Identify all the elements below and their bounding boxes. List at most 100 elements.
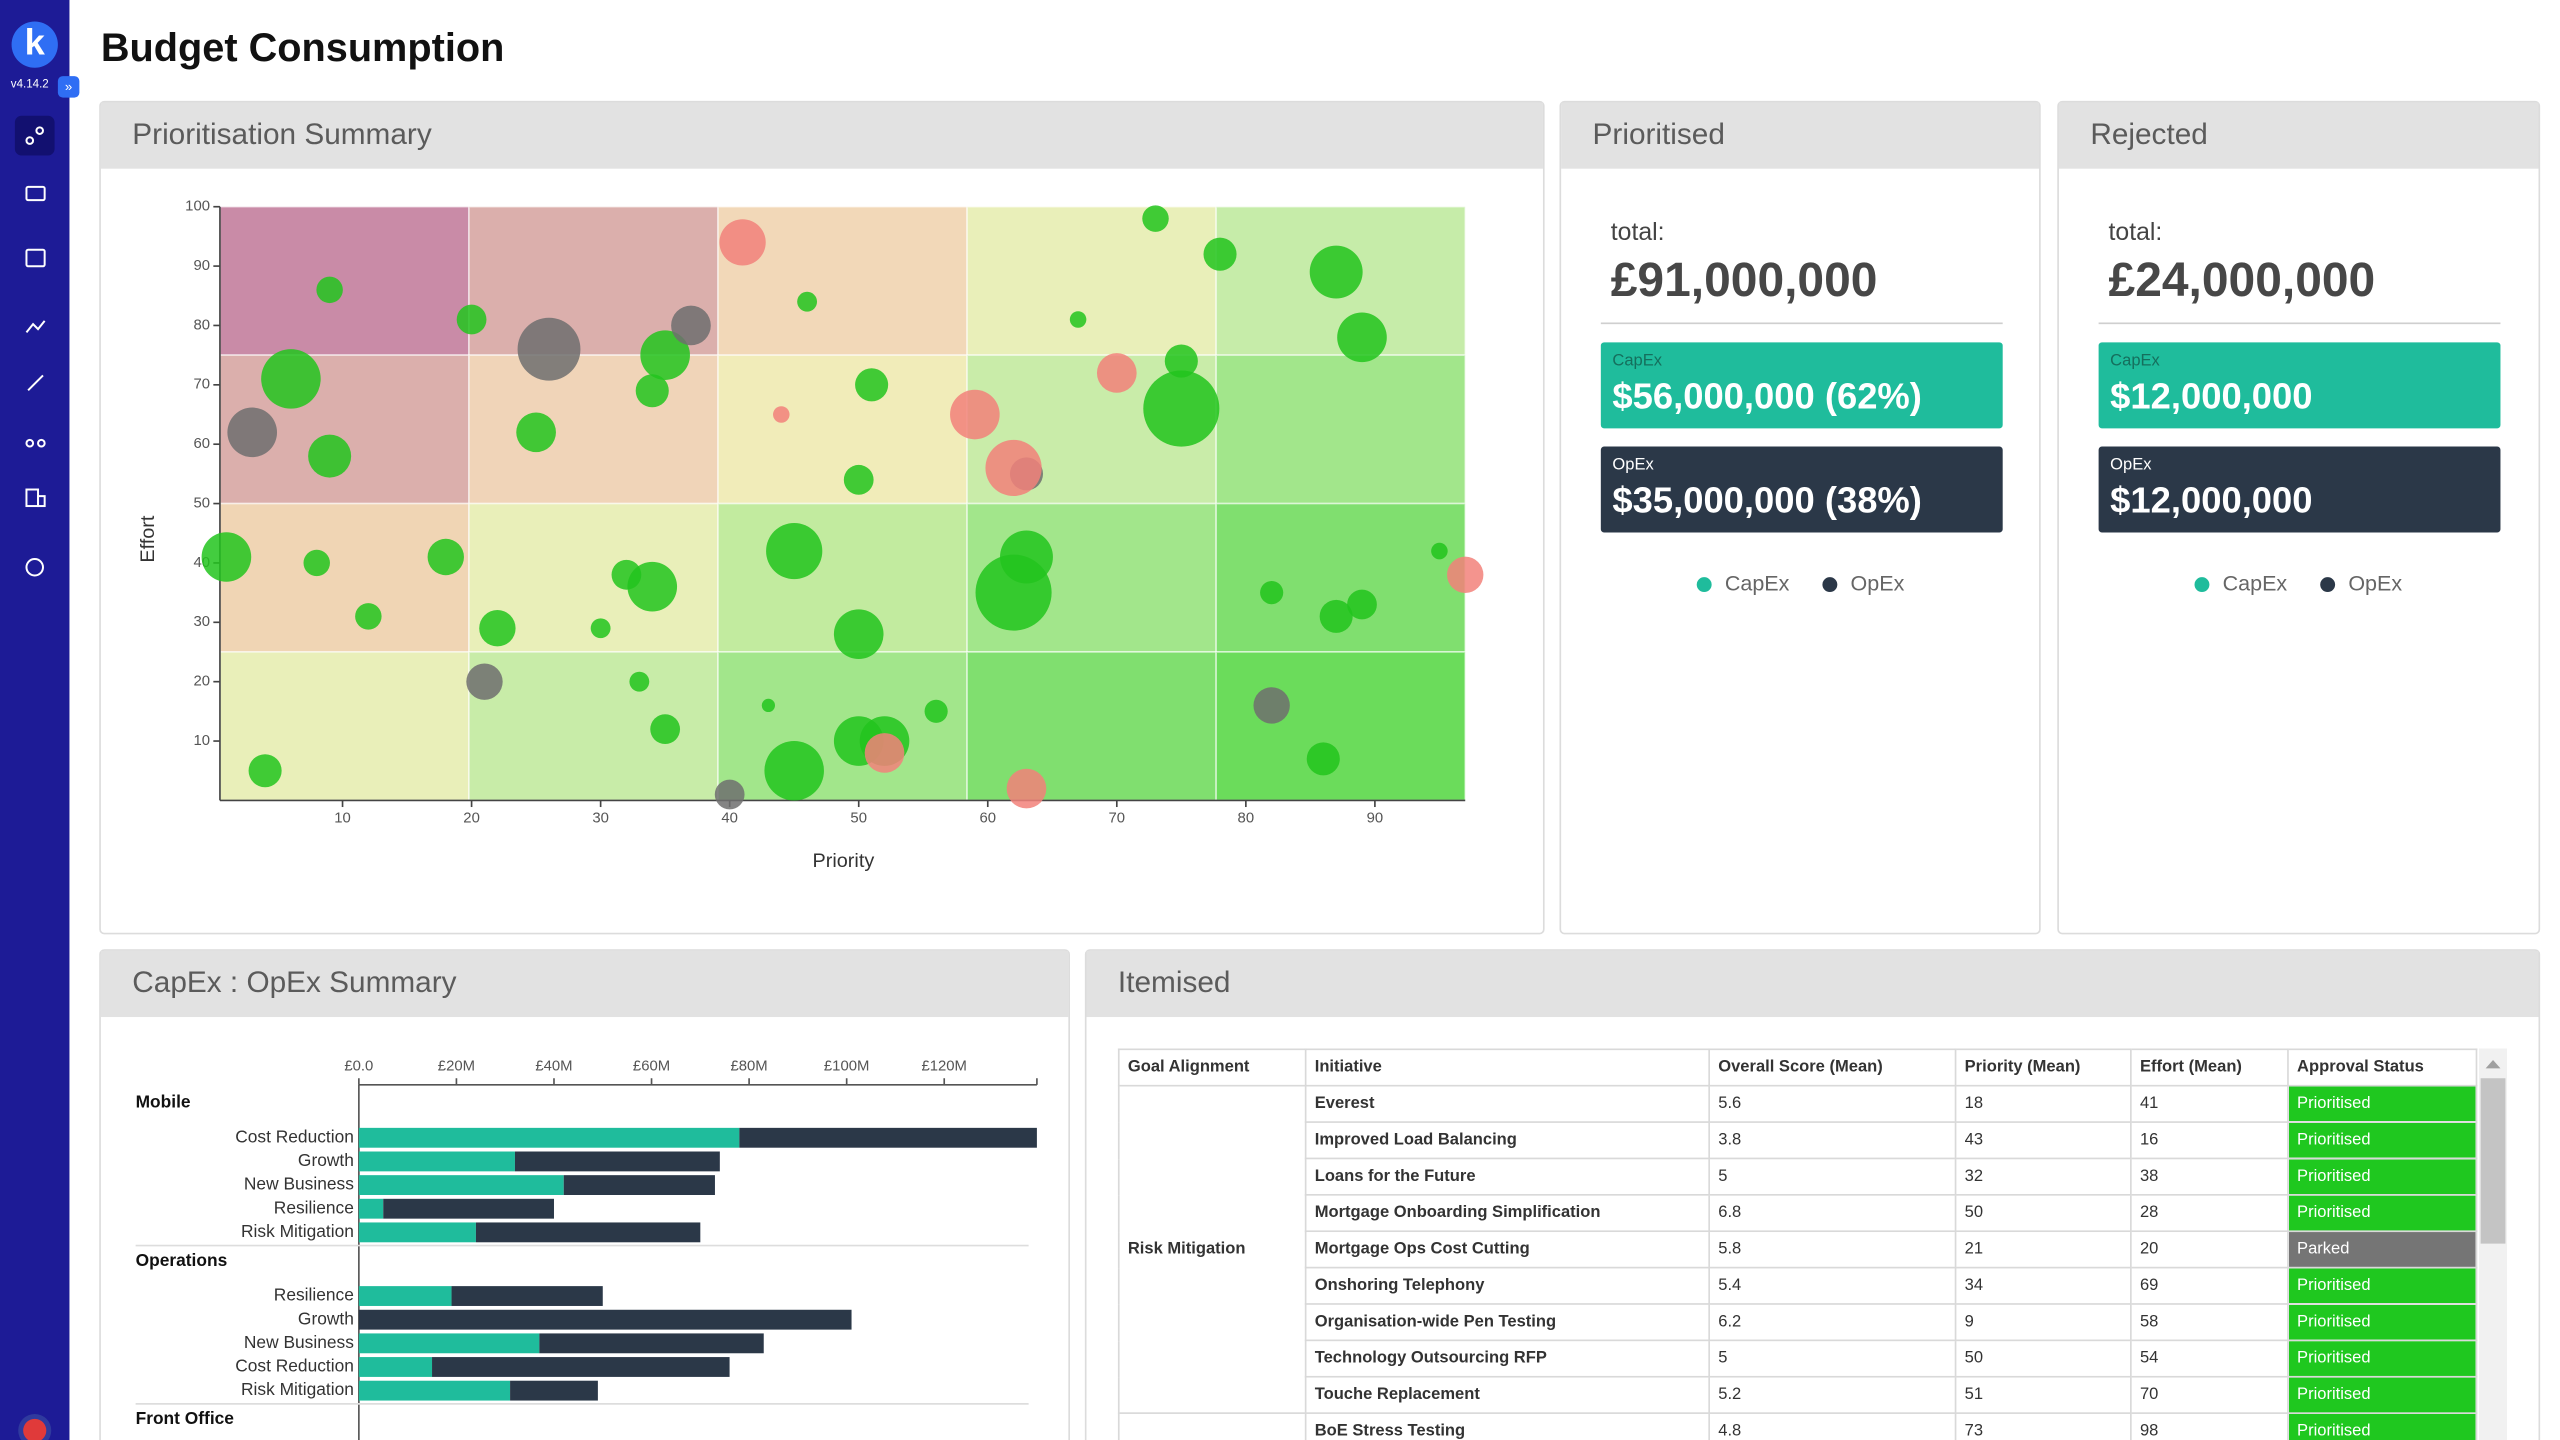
bubble[interactable] (1096, 353, 1137, 393)
bubble[interactable] (1164, 344, 1198, 378)
bubble[interactable] (640, 330, 690, 380)
bubble[interactable] (466, 663, 503, 700)
bubble[interactable] (427, 538, 464, 576)
bubble[interactable] (517, 317, 581, 381)
bubble[interactable] (248, 754, 282, 788)
nav-icon[interactable] (27, 374, 44, 391)
nav-icon[interactable] (25, 438, 35, 448)
bubble[interactable] (1142, 205, 1169, 232)
column-header[interactable]: Overall Score (Mean) (1708, 1048, 1957, 1087)
bubble[interactable] (671, 305, 711, 346)
bubble[interactable] (1069, 311, 1087, 328)
bubble[interactable] (950, 389, 1000, 440)
bubble[interactable] (833, 609, 884, 659)
bubble[interactable] (650, 714, 681, 745)
bubble[interactable] (261, 349, 321, 409)
legend-label[interactable]: CapEx (2222, 570, 2288, 596)
bubble[interactable] (308, 434, 352, 478)
bubble[interactable] (797, 291, 818, 312)
scrollbar[interactable] (2478, 1048, 2508, 1440)
bubble[interactable] (629, 671, 650, 692)
bubble[interactable] (1447, 556, 1484, 594)
legend-label[interactable]: OpEx (1850, 570, 1905, 596)
legend-label[interactable]: OpEx (2348, 570, 2403, 596)
nav-icon[interactable] (25, 320, 46, 334)
bubble[interactable] (761, 698, 776, 713)
bubble[interactable] (924, 699, 948, 723)
bar-segment[interactable] (514, 1151, 720, 1172)
bar-segment[interactable] (358, 1286, 452, 1306)
bar-segment[interactable] (432, 1357, 730, 1377)
bar-segment[interactable] (358, 1309, 852, 1330)
bubble[interactable] (227, 407, 278, 458)
bubble[interactable] (1006, 768, 1047, 809)
bubble[interactable] (1203, 237, 1237, 271)
bar-segment[interactable] (358, 1333, 540, 1354)
bubble[interactable] (864, 733, 905, 773)
nav-active[interactable] (14, 115, 55, 156)
bubble[interactable] (627, 561, 678, 612)
bubble[interactable] (1309, 245, 1363, 299)
bar-segment[interactable] (539, 1333, 764, 1354)
bubble[interactable] (456, 304, 487, 335)
bubble[interactable] (1347, 589, 1377, 620)
bar-segment[interactable] (358, 1175, 564, 1195)
bubble[interactable] (479, 610, 516, 647)
bubble[interactable] (516, 412, 556, 453)
bubble[interactable] (1253, 687, 1290, 724)
bar-segment[interactable] (358, 1380, 511, 1401)
bubble[interactable] (773, 406, 790, 423)
logo[interactable]: k (11, 21, 58, 68)
bar-segment[interactable] (451, 1286, 603, 1306)
bubble[interactable] (719, 219, 766, 266)
bubble[interactable] (355, 603, 382, 630)
x-tick-label: 30 (592, 811, 609, 827)
bar-segment[interactable] (563, 1175, 715, 1195)
bubble[interactable] (975, 554, 1052, 631)
bubble[interactable] (303, 549, 330, 577)
bubble[interactable] (714, 779, 745, 810)
nav-icon[interactable] (25, 557, 44, 577)
bubble[interactable] (201, 532, 252, 582)
nav-icon[interactable] (25, 185, 46, 202)
avatar[interactable] (17, 1412, 53, 1440)
bubble[interactable] (1143, 370, 1220, 447)
bar-segment[interactable] (358, 1127, 740, 1148)
bar-segment[interactable] (510, 1380, 598, 1401)
bubble[interactable] (316, 276, 343, 304)
bubble[interactable] (843, 464, 874, 495)
legend-label[interactable]: CapEx (1724, 570, 1790, 596)
bubble[interactable] (1337, 312, 1387, 363)
column-header[interactable]: Priority (Mean) (1954, 1048, 2132, 1087)
bar-segment[interactable] (383, 1198, 554, 1219)
bar-segment[interactable] (358, 1222, 476, 1243)
nav-icon[interactable] (25, 248, 46, 268)
bubble[interactable] (764, 740, 824, 801)
bubble[interactable] (1306, 742, 1340, 776)
bar-segment[interactable] (358, 1198, 384, 1219)
bubble[interactable] (1260, 581, 1284, 605)
column-header[interactable]: Approval Status (2287, 1048, 2478, 1087)
bubble[interactable] (1431, 542, 1448, 560)
column-header[interactable]: Initiative (1304, 1048, 1710, 1087)
bar-segment[interactable] (475, 1222, 701, 1243)
bubble[interactable] (855, 368, 889, 402)
y-tick-label: 60 (193, 436, 210, 452)
nav-icon[interactable] (35, 126, 44, 135)
bubble[interactable] (985, 439, 1042, 497)
column-header[interactable]: Effort (Mean) (2130, 1048, 2289, 1087)
bar-segment[interactable] (358, 1357, 433, 1377)
bubble[interactable] (590, 618, 611, 639)
nav-icon[interactable] (37, 438, 46, 448)
bubble[interactable] (766, 522, 823, 580)
bar-segment[interactable] (739, 1127, 1037, 1148)
bubble[interactable] (635, 374, 669, 408)
bubble[interactable] (1319, 599, 1353, 633)
legend-dot (1822, 577, 1838, 593)
column-header[interactable]: Goal Alignment (1117, 1048, 1307, 1087)
scroll-thumb[interactable] (2480, 1078, 2506, 1244)
nav-icon[interactable] (25, 136, 35, 145)
nav-icon[interactable] (37, 495, 46, 508)
expand-button[interactable]: » (57, 76, 80, 98)
bar-segment[interactable] (358, 1151, 515, 1172)
